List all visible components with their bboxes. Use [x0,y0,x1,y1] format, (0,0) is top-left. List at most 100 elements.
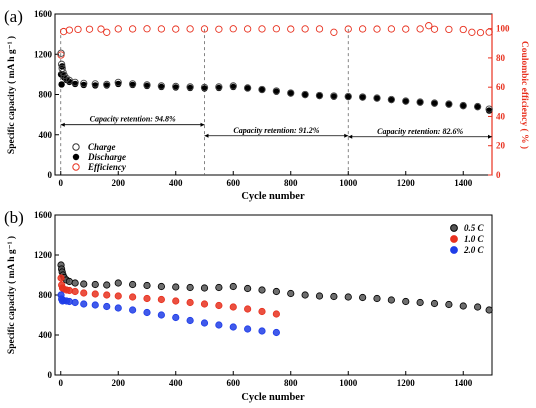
efficiency-point [65,26,74,34]
y2-tick-label: 60 [496,82,506,92]
x-tick-label: 600 [227,378,241,388]
efficiency-point [287,25,295,33]
y-tick-label: 400 [39,330,53,340]
rate-point [157,311,165,319]
efficiency-point [215,25,223,33]
rate-point [258,327,266,335]
charge-point [114,78,122,87]
discharge-point [416,99,424,106]
x-tick-label: 1200 [397,178,416,188]
rate-point [301,291,309,299]
x-tick-label: 0 [59,378,64,388]
rate-point [143,281,151,290]
rate-point [215,283,223,292]
discharge-point [258,86,266,94]
charge-point [387,95,396,104]
charge-point [416,98,424,106]
panel-a-label: (a) [4,7,23,26]
rate-point [65,297,73,306]
discharge-point [301,91,309,99]
retention-arrow-left [348,134,353,139]
charge-point [358,93,367,101]
rate-point [229,303,237,311]
panel-b-series-2-0c [57,291,280,337]
rate-point [200,319,209,327]
y-tick-label: 400 [39,130,53,140]
rate-point [157,295,165,304]
legend-charge-marker [72,143,80,151]
efficiency-point [301,25,309,33]
rate-point [200,284,209,292]
x-tick-label: 400 [169,378,183,388]
charge-point [91,80,99,88]
y2-tick-label: 0 [496,170,501,180]
y2-tick-label: 20 [496,141,506,151]
charge-point [315,91,324,100]
discharge-point [485,107,493,114]
retention-label: Capacity retention: 91.2% [233,126,319,135]
efficiency-point [402,25,410,33]
rate-point [387,296,395,304]
x-tick-label: 0 [59,178,64,188]
charge-point [128,80,137,88]
discharge-point [445,101,453,108]
rate-point [65,286,73,295]
retention-arrow-right [200,122,205,127]
legend-2-0c-label: 2.0 C [463,245,485,255]
rate-point [172,283,180,291]
x-tick-label: 1400 [454,178,473,188]
legend-efficiency-marker [72,163,80,171]
y2-tick-label: 80 [496,53,506,63]
panel-a-efficiency-series [57,22,493,59]
rate-point [91,290,99,298]
rate-point [103,302,111,311]
efficiency-point [103,28,111,36]
legend-discharge-marker [72,153,80,161]
panel-a-x-axis-label: Cycle number [241,191,305,202]
legend-discharge-label: Discharge [87,152,126,162]
panel-a-annotations: Capacity retention: 94.8% Capacity retent… [60,115,492,139]
panel-b-legend: 0.5 C 1.0 C 2.0 C [450,223,485,255]
rate-point [172,297,180,305]
discharge-point [287,90,294,97]
y-tick-label: 1200 [34,250,53,260]
legend-charge-label: Charge [88,142,116,152]
rate-point [485,306,493,314]
charge-point [485,105,493,113]
discharge-point [330,93,338,100]
charge-point [258,85,266,94]
legend-0-5c-marker [450,224,458,232]
rate-point [272,328,280,337]
discharge-point [273,88,280,95]
rate-point [103,281,111,289]
charge-point [57,60,66,68]
efficiency-point [485,28,493,36]
rate-point [229,323,237,331]
efficiency-point [358,25,367,33]
rate-point [258,286,266,294]
rate-point [272,310,280,318]
rate-point [445,300,453,309]
x-tick-label: 1000 [339,178,358,188]
discharge-point [373,95,381,102]
efficiency-point [200,25,209,33]
panel-b-label: (b) [4,208,24,227]
x-tick-label: 1400 [454,378,473,388]
efficiency-point [315,25,324,33]
retention-label: Capacity retention: 94.8% [90,115,176,124]
charge-point [473,102,482,111]
efficiency-point [272,25,281,33]
y-tick-label: 800 [39,290,53,300]
efficiency-point [258,25,266,33]
efficiency-point [128,25,137,33]
rate-point [272,287,280,296]
rate-point [359,293,367,302]
rate-point [114,304,122,312]
legend-1-0c-marker [450,235,458,243]
retention-arrow-right [488,134,492,139]
rate-point [244,284,252,293]
efficiency-point [229,25,237,33]
charge-point [402,97,410,105]
efficiency-point [186,25,194,33]
panel-a-frame [54,13,493,176]
